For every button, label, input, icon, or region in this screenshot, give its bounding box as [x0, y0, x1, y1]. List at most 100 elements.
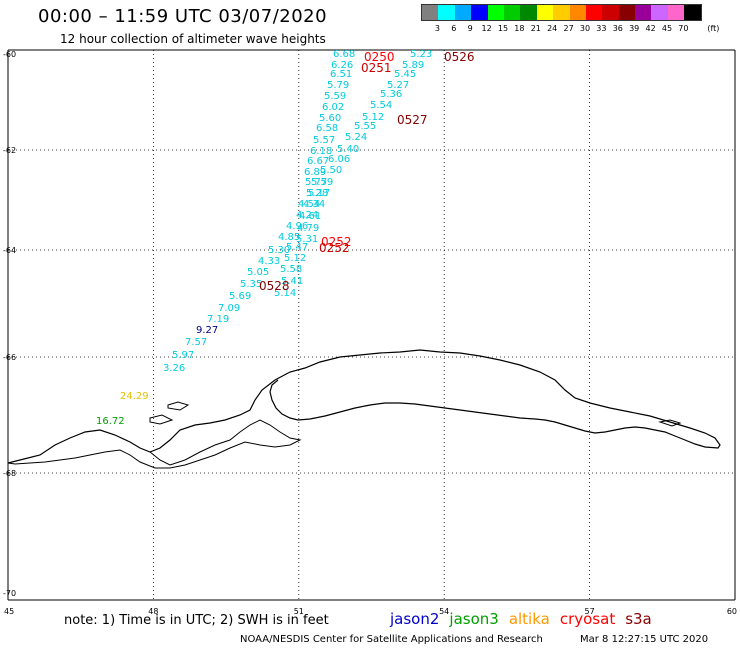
- legend-swatch: [635, 5, 652, 20]
- legend-tick-label: 6: [451, 24, 457, 33]
- legend-swatch: [618, 5, 636, 20]
- legend-swatch: [585, 5, 603, 20]
- units-note: note: 1) Time is in UTC; 2) SWH is in fe…: [64, 613, 329, 628]
- legend-swatch: [454, 5, 472, 20]
- wave-height-value: 5.12: [284, 253, 306, 264]
- legend-tick-label: 24: [547, 24, 558, 33]
- legend-swatch: [569, 5, 586, 20]
- wave-height-value: 6.58: [316, 123, 338, 134]
- wave-height-value: 5.17: [308, 188, 330, 199]
- pass-time-label: 0251: [361, 61, 392, 75]
- wave-height-value: 6.06: [328, 154, 350, 165]
- legend-tick-label: 21: [530, 24, 541, 33]
- wave-height-value: 6.67: [307, 156, 329, 167]
- legend-tick-label: (ft): [707, 24, 720, 33]
- legend-tick-label: 30: [579, 24, 591, 33]
- lat-lon-grid: [7, 49, 736, 601]
- map-subtitle: 12 hour collection of altimeter wave hei…: [60, 32, 326, 46]
- wave-height-value: 6.89: [304, 167, 326, 178]
- legend-swatch: [422, 5, 439, 20]
- wave-height-value: 5.12: [362, 112, 384, 123]
- wave-height-value: 5.57: [313, 135, 335, 146]
- wave-height-value: 7.19: [207, 314, 229, 325]
- latitude-label: -64: [3, 246, 16, 255]
- legend-swatch: [520, 5, 537, 20]
- latitude-label: -70: [3, 589, 16, 598]
- wave-height-value: 7.09: [218, 303, 240, 314]
- pass-time-label: 0252: [321, 235, 352, 249]
- axis-labels: -60 -62 -64 -66 -68 -70 45 48 51 54 57 60: [3, 50, 737, 616]
- wave-height-value: 5.24: [345, 132, 367, 143]
- wave-height-value: 9.27: [196, 325, 218, 336]
- legend-swatch: [684, 5, 701, 20]
- legend-tick-label: 27: [563, 24, 574, 33]
- legend-swatch: [438, 5, 455, 20]
- legend-swatches: [421, 4, 702, 21]
- wave-height-value: 5.41: [281, 276, 303, 287]
- satellite-jason3: jason3: [449, 610, 499, 628]
- satellite-legend: jason2 jason3 altika cryosat s3a: [390, 610, 662, 628]
- wave-height-value: 5.31: [296, 234, 318, 245]
- legend-swatch: [651, 5, 668, 20]
- wave-height-value: 6.18: [310, 146, 332, 157]
- wave-height-value: 4.96: [286, 221, 308, 232]
- latitude-label: -68: [3, 469, 16, 478]
- latitude-label: -62: [3, 146, 16, 155]
- wave-height-value: 5.59: [311, 177, 333, 188]
- legend-swatch: [536, 5, 554, 20]
- wave-height-value: 16.72: [96, 416, 125, 427]
- wave-height-value: 5.60: [319, 113, 341, 124]
- wave-height-value: 6.51: [330, 69, 352, 80]
- legend-swatch: [553, 5, 570, 20]
- wave-height-value: 5.69: [229, 291, 251, 302]
- longitude-label: 45: [4, 607, 14, 616]
- legend-tick-label: 15: [497, 24, 509, 33]
- wave-height-value: 5.55: [354, 121, 376, 132]
- wave-height-value: 5.30: [268, 245, 290, 256]
- legend-tick-label: 12: [481, 24, 492, 33]
- wave-height-value: 3.26: [163, 363, 185, 374]
- wave-height-value: 5.97: [172, 350, 194, 361]
- wave-height-value: 24.29: [120, 391, 149, 402]
- wave-height-value: 5.45: [394, 69, 416, 80]
- longitude-label: 57: [585, 607, 595, 616]
- legend-tick-label: 9: [467, 24, 473, 33]
- wave-height-value: 4.34: [303, 199, 325, 210]
- satellite-jason2: jason2: [390, 610, 440, 628]
- legend-tick-label: 70: [678, 24, 689, 33]
- wave-height-value: 4.61: [299, 211, 321, 222]
- legend-swatch: [487, 5, 504, 20]
- legend-ticks: 3 6 9 12 15 18 21 24 27 30 33 36 39 42 45 70 (ft): [421, 24, 740, 36]
- legend-tick-label: 36: [612, 24, 623, 33]
- wave-height-value: 5.79: [327, 80, 349, 91]
- wave-height-legend: 3 6 9 12 15 18 21 24 27 30 33 36 39 42 45 70 (ft): [421, 4, 719, 33]
- wave-height-value: 5.54: [370, 100, 392, 111]
- wave-height-value: 5.27: [387, 80, 409, 91]
- latitude-label: -60: [3, 50, 16, 59]
- wave-height-value: 5.14: [274, 288, 296, 299]
- legend-tick-label: 33: [596, 24, 607, 33]
- longitude-label: 48: [148, 607, 158, 616]
- map-title: 00:00 – 11:59 UTC 03/07/2020: [38, 6, 328, 27]
- wave-height-value: 5.05: [247, 267, 269, 278]
- satellite-altika: altika: [508, 610, 550, 628]
- legend-tick-label: 39: [629, 24, 640, 33]
- satellite-cryosat: cryosat: [559, 610, 616, 628]
- antarctic-coastline: [7, 349, 721, 469]
- legend-swatch: [667, 5, 685, 20]
- legend-tick-label: 45: [661, 24, 673, 33]
- credit-line: NOAA/NESDIS Center for Satellite Applica…: [240, 634, 543, 645]
- wave-height-value: 5.40: [337, 144, 359, 155]
- pass-time-label: 0528: [259, 279, 290, 293]
- wave-height-value: 5.77: [305, 177, 327, 188]
- longitude-label: 51: [294, 607, 304, 616]
- pass-time-label: 0250: [364, 50, 395, 64]
- legend-tick-label: 3: [434, 24, 440, 33]
- wave-height-value: 5.35: [240, 279, 262, 290]
- wave-height-value: 6.26: [331, 60, 353, 71]
- legend-tick-label: 42: [645, 24, 656, 33]
- latitude-label: -66: [3, 353, 16, 362]
- pass-time-label: 0252: [319, 241, 350, 255]
